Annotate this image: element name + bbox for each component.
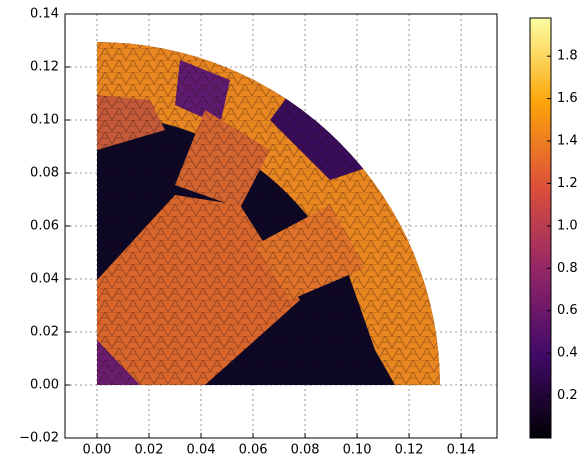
colorbar-tick-label: 0.2	[557, 388, 578, 403]
mesh-field	[97, 42, 440, 385]
y-tick-label: 0.14	[30, 7, 59, 22]
y-tick-label: 0.02	[30, 325, 59, 340]
colorbar	[529, 17, 552, 439]
rotor-edge-edges	[97, 340, 140, 385]
y-tick-label: −0.02	[19, 431, 59, 446]
stator-shade-edges	[175, 60, 230, 125]
colorbar-tick-label: 1.6	[557, 91, 578, 106]
y-tick-label: 0.06	[30, 219, 59, 234]
rotor-body-edges	[97, 195, 300, 385]
colorbar-tick-label: 0.4	[557, 346, 578, 361]
x-tick-label: 0.10	[343, 443, 372, 458]
rotor-arm-edges	[175, 110, 270, 208]
colorbar-tick-label: 1.0	[557, 218, 578, 233]
x-tick-label: 0.04	[187, 443, 216, 458]
stator-slot-edges	[310, 250, 395, 385]
rotor-edge-edges	[97, 95, 165, 150]
colorbar-tick-label: 1.2	[557, 176, 578, 191]
y-tick-label: 0.08	[30, 166, 59, 181]
y-tick-label: 0.00	[30, 378, 59, 393]
x-tick-label: 0.08	[291, 443, 320, 458]
colorbar-tick-label: 0.8	[557, 261, 578, 276]
colorbar-tick-label: 1.4	[557, 134, 578, 149]
mesh	[97, 42, 440, 385]
y-tick-label: 0.12	[30, 60, 59, 75]
x-tick-label: 0.00	[83, 443, 112, 458]
rotor-arm-edges	[255, 205, 365, 300]
colorbar-tick-label: 1.8	[557, 49, 578, 64]
y-tick-label: 0.10	[30, 113, 59, 128]
x-tick-label: 0.14	[447, 443, 476, 458]
colorbar-tick-label: 0.6	[557, 303, 578, 318]
y-tick-label: 0.04	[30, 272, 59, 287]
x-tick-label: 0.02	[135, 443, 164, 458]
x-tick-label: 0.12	[395, 443, 424, 458]
x-tick-label: 0.06	[239, 443, 268, 458]
